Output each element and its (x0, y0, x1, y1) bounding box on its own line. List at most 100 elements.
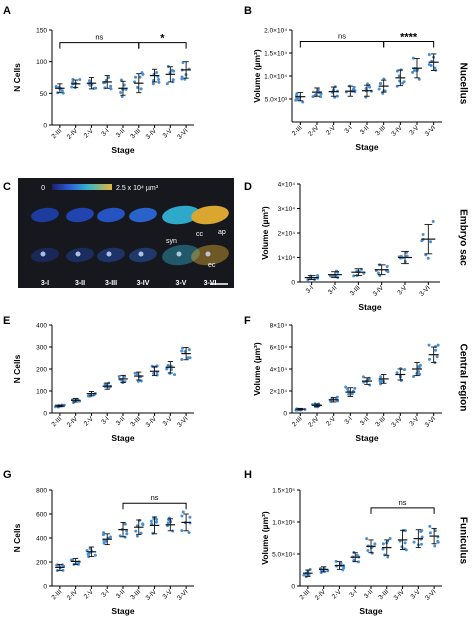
stage-label: 3-I (41, 280, 49, 287)
data-point (341, 568, 345, 572)
panel-letter-h: H (244, 469, 252, 481)
embryo-sac-top-render (191, 205, 229, 225)
data-point (412, 540, 416, 544)
x-axis-title: Stage (355, 433, 378, 443)
x-tick-label: 3-IV (145, 127, 159, 141)
embryo-sac-top-render (31, 207, 59, 223)
y-tick-label: 5.0×10⁴ (272, 552, 295, 559)
data-point (435, 355, 439, 359)
data-point (429, 64, 433, 68)
data-point (428, 524, 432, 528)
microscopy-panel-c: C02.5 x 10⁴ µm³3-I3-II3-III3-IV3-V3-VIsy… (3, 178, 234, 288)
data-point (180, 77, 184, 81)
data-point (157, 77, 161, 81)
data-point (350, 392, 354, 396)
data-point (88, 83, 92, 87)
data-point (93, 553, 97, 557)
data-point (138, 75, 142, 79)
y-tick-label: 300 (36, 345, 47, 352)
data-point (421, 233, 425, 237)
chart-panel-b: B 5.0×10³ 1.0×10⁴ 1.5×10⁴ 2.0×10⁴ 2-III 2-IV 2-… (244, 5, 442, 152)
y-axis-title: N Cells (12, 523, 22, 552)
data-point (155, 71, 159, 75)
x-tick-label: 2-III (291, 415, 304, 428)
data-point (419, 529, 423, 533)
y-tick-label: 200 (36, 367, 47, 374)
stage-label: 3-IV (137, 280, 150, 287)
data-point (365, 537, 369, 541)
y-tick-label: 0 (283, 411, 287, 418)
x-tick-label: 2-V (331, 588, 344, 601)
y-tick-label: 0 (291, 280, 295, 287)
stage-label: 3-II (75, 280, 85, 287)
y-tick-label: 3×10⁴ (278, 206, 296, 213)
stage-label: 3-III (105, 280, 117, 287)
data-point (71, 80, 75, 84)
y-tick-label: 150 (36, 28, 47, 35)
x-tick-label: 3-VI (176, 127, 190, 141)
nucleus-render (106, 251, 112, 257)
data-point (403, 541, 407, 545)
x-tick-label: 3-I (100, 415, 110, 425)
significance-bracket (59, 42, 140, 49)
data-point (122, 83, 126, 87)
data-point (377, 87, 381, 91)
data-point (420, 535, 424, 539)
data-point (417, 77, 421, 81)
y-tick-label: 0 (43, 123, 47, 130)
data-point (180, 357, 184, 361)
x-tick-label: 3-VI (424, 124, 438, 138)
data-point (405, 254, 409, 258)
data-point (381, 542, 385, 546)
data-point (186, 356, 190, 360)
significance-bracket (122, 502, 187, 510)
side-label-embryo-sac: Embryo sac (457, 209, 469, 266)
data-point (155, 517, 159, 521)
data-point (379, 375, 383, 379)
data-point (436, 343, 440, 347)
data-point (319, 95, 323, 99)
x-tick-label: 3-III (374, 124, 387, 137)
data-point (428, 531, 432, 535)
data-point (107, 76, 111, 80)
data-point (316, 88, 320, 92)
structure-annotation-ap: ap (218, 229, 226, 236)
x-tick-label: 3-V (408, 415, 421, 428)
data-point (334, 559, 338, 563)
data-point (373, 542, 377, 546)
y-tick-label: 8×10⁴ (270, 323, 288, 330)
data-point (420, 239, 424, 243)
x-tick-label: 3-II (115, 127, 127, 139)
data-point (412, 69, 416, 73)
data-point (154, 520, 158, 524)
x-tick-label: 3-I (100, 127, 110, 137)
data-point (420, 542, 424, 546)
data-point (123, 522, 127, 526)
data-point (319, 571, 323, 575)
data-point (119, 78, 123, 82)
x-tick-label: 3-VI (424, 588, 438, 602)
data-point (187, 348, 191, 352)
x-tick-label: 2-IV (66, 588, 80, 602)
x-tick-label: 3-V (396, 284, 409, 297)
data-point (335, 94, 339, 98)
data-point (352, 274, 356, 278)
data-point (379, 382, 383, 386)
data-point (188, 515, 192, 519)
y-tick-label: 0 (291, 584, 295, 591)
panel-letter-g: G (3, 469, 12, 481)
nucleus-render (75, 251, 81, 257)
data-point (386, 270, 390, 274)
data-point (361, 375, 365, 379)
microscopy-image (18, 178, 234, 288)
y-axis-title: N Cells (12, 63, 22, 92)
data-point (109, 87, 113, 91)
y-tick-label: 2×10⁴ (270, 389, 288, 396)
y-tick-label: 100 (36, 59, 47, 66)
significance-label: * (160, 33, 165, 45)
data-point (353, 386, 357, 390)
y-tick-label: 1×10⁴ (278, 255, 296, 262)
data-point (429, 240, 433, 244)
